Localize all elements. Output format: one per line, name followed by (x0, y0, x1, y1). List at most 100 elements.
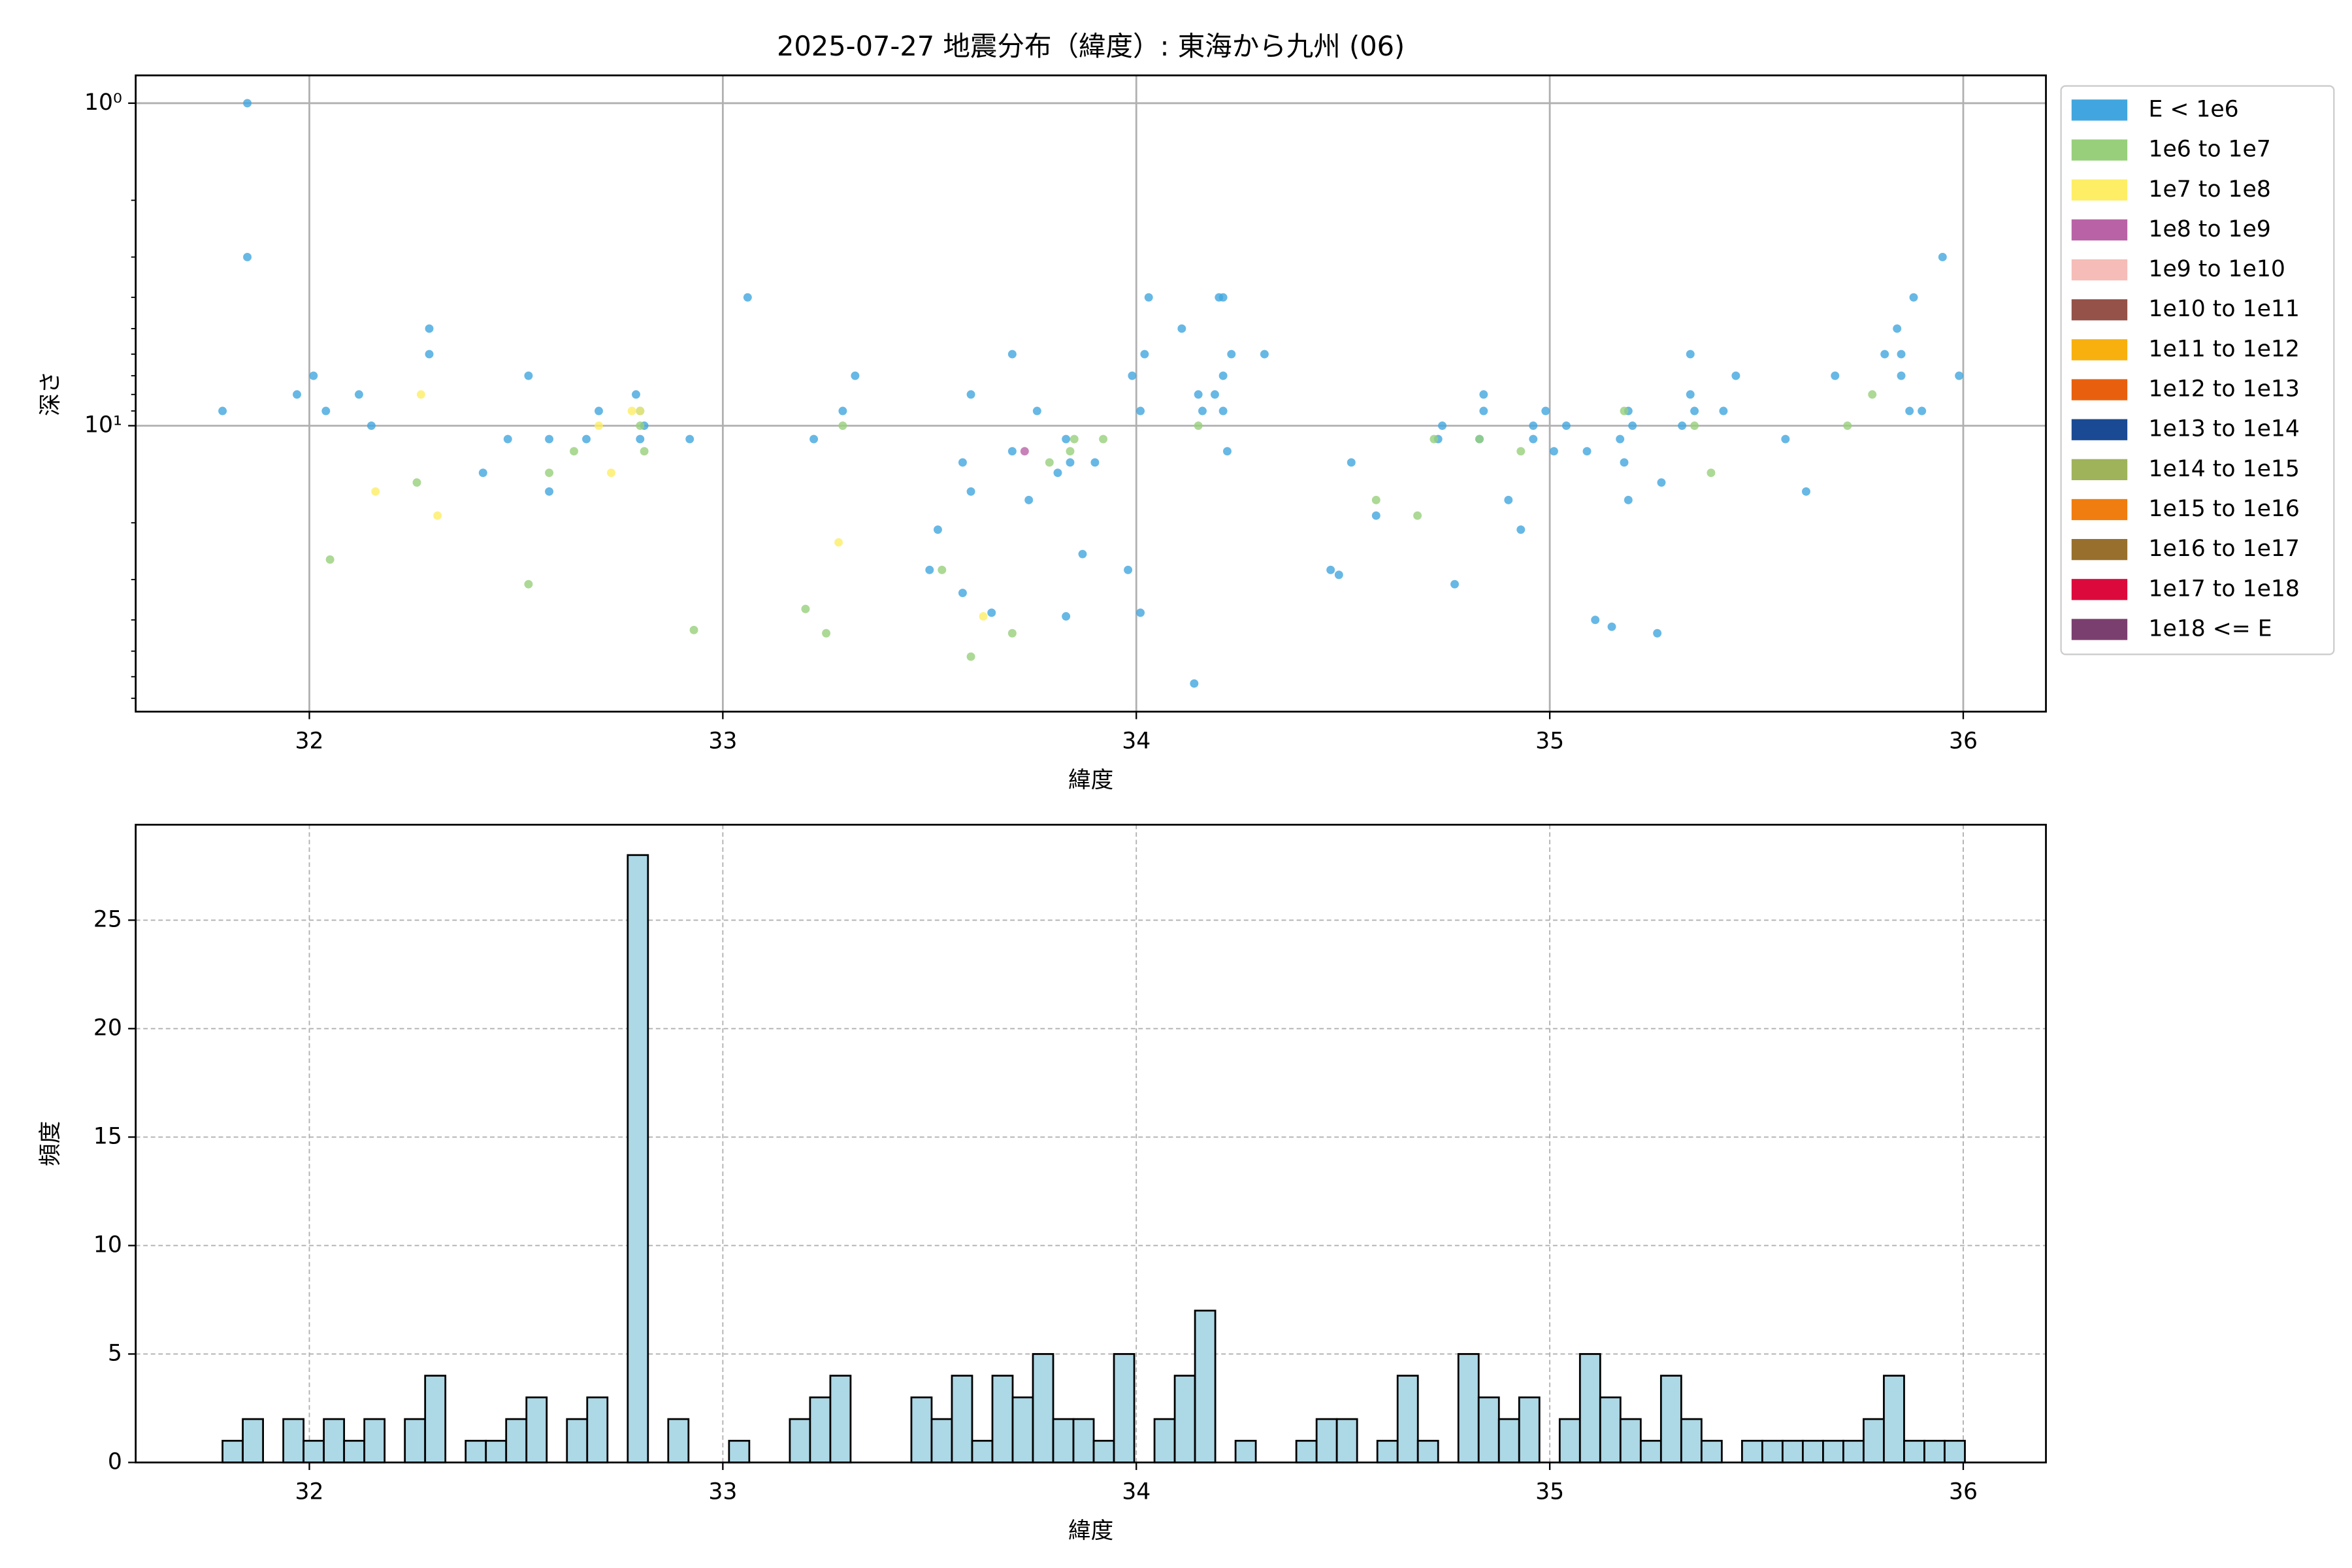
legend-swatch (2071, 498, 2128, 521)
histogram-bar (829, 1375, 852, 1463)
histogram-bar (404, 1418, 427, 1463)
scatter-point (321, 406, 331, 416)
legend-label: 1e7 to 1e8 (2148, 176, 2270, 203)
x-tick-label: 35 (1535, 728, 1564, 754)
histogram-bar (910, 1396, 933, 1463)
scatter-point (958, 458, 967, 467)
histogram-bar (1518, 1396, 1541, 1463)
scatter-point (433, 511, 442, 520)
scatter-point (243, 99, 252, 108)
scatter-point (524, 371, 533, 380)
histogram-bar (1558, 1418, 1581, 1463)
y-tick-label: 25 (93, 906, 122, 932)
scatter-point (1897, 371, 1906, 380)
scatter-point (1607, 622, 1616, 631)
scatter-point (636, 406, 645, 416)
legend-label: 1e8 to 1e9 (2148, 216, 2270, 242)
scatter-point (1334, 570, 1343, 580)
scatter-point (595, 421, 603, 431)
scatter-point (1516, 525, 1526, 534)
histogram-bar (1863, 1418, 1885, 1463)
scatter-point (1690, 406, 1699, 416)
histogram-bar (1903, 1439, 1925, 1463)
y-axis-label: 頻度 (37, 1121, 63, 1166)
scatter-point (1032, 406, 1041, 416)
plot-frame (135, 74, 2047, 713)
histogram-bar (1477, 1396, 1500, 1463)
scatter-point (1194, 390, 1203, 399)
legend-swatch (2071, 139, 2128, 161)
scatter-point (1198, 406, 1207, 416)
scatter-point (1802, 487, 1810, 496)
histogram-bar (1315, 1418, 1338, 1463)
legend-box (2060, 85, 2335, 655)
scatter-point (1070, 434, 1079, 444)
scatter-point (1529, 434, 1538, 444)
scatter-point (1218, 293, 1228, 302)
scatter-point (801, 604, 810, 613)
scatter-point (1020, 447, 1029, 456)
scatter-point (1905, 406, 1914, 416)
scatter-point (425, 350, 434, 359)
y-tick-label: 20 (93, 1015, 122, 1041)
scatter-point (1007, 629, 1017, 638)
legend-swatch (2071, 619, 2128, 640)
scatter-point (1045, 458, 1054, 467)
scatter-point (636, 421, 645, 431)
scatter-point (1326, 565, 1335, 574)
histogram-bar (1497, 1418, 1520, 1463)
y-tick-label: 10⁰ (84, 90, 122, 116)
y-tick-label: 15 (93, 1123, 122, 1149)
histogram-bar (363, 1418, 386, 1463)
scatter-point (1066, 458, 1075, 467)
x-tick-label: 32 (295, 1479, 323, 1505)
scatter-point (966, 487, 975, 496)
scatter-point (1909, 293, 1918, 302)
histogram-bar (1173, 1375, 1196, 1463)
legend-label: 1e14 to 1e15 (2148, 456, 2299, 482)
scatter-point (325, 555, 335, 564)
scatter-point (1099, 434, 1108, 444)
histogram-bar (282, 1418, 305, 1463)
legend-swatch (2071, 179, 2128, 201)
scatter-point (1868, 390, 1877, 399)
x-tick-label: 34 (1122, 728, 1151, 754)
histogram-bar (1923, 1439, 1946, 1463)
histogram-bar (221, 1439, 244, 1463)
scatter-point (1653, 629, 1662, 638)
scatter-point (1062, 612, 1071, 621)
histogram-bar (465, 1439, 487, 1463)
scatter-point (1479, 406, 1488, 416)
scatter-point (1620, 458, 1629, 467)
legend-swatch (2071, 339, 2128, 361)
scatter-point (1918, 406, 1927, 416)
scatter-point (1781, 434, 1790, 444)
legend-swatch (2071, 379, 2128, 400)
histogram-bar (971, 1439, 994, 1463)
x-tick-label: 36 (1949, 1479, 1978, 1505)
scatter-point (1371, 495, 1380, 504)
y-tick-label: 5 (108, 1340, 122, 1366)
histogram-bar (1457, 1353, 1480, 1463)
scatter-point (1831, 371, 1840, 380)
legend-swatch (2071, 579, 2128, 600)
scatter-point (1438, 421, 1447, 431)
legend-label: 1e9 to 1e10 (2148, 256, 2285, 282)
histogram-bar (1335, 1418, 1358, 1463)
scatter-point (1053, 468, 1062, 478)
scatter-point (1897, 350, 1906, 359)
scatter-point (354, 390, 363, 399)
scatter-point (1371, 511, 1380, 520)
scatter-point (1260, 350, 1269, 359)
scatter-point (1062, 434, 1071, 444)
x-tick-label: 33 (708, 728, 737, 754)
scatter-point (1880, 350, 1889, 359)
scatter-point (503, 434, 512, 444)
histogram-bar (343, 1439, 366, 1463)
scatter-point (1177, 324, 1186, 333)
scatter-point (1657, 478, 1666, 487)
legend-label: 1e13 to 1e14 (2148, 416, 2299, 442)
histogram-bar (1052, 1418, 1075, 1463)
legend-label: 1e12 to 1e13 (2148, 376, 2299, 402)
